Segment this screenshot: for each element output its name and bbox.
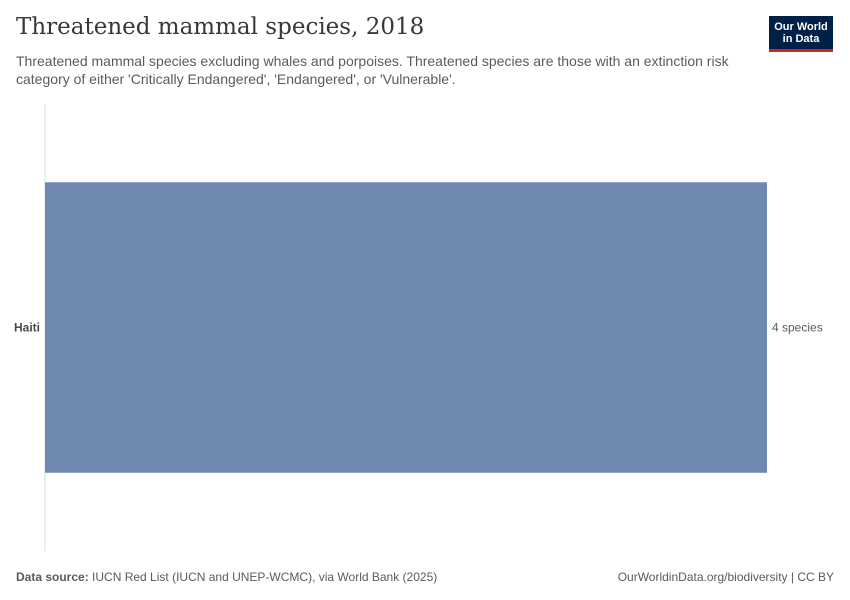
value-label: 4 species xyxy=(772,321,823,335)
chart-title: Threatened mammal species, 2018 xyxy=(16,14,425,40)
owid-logo[interactable]: Our World in Data xyxy=(769,16,833,52)
category-label: Haiti xyxy=(14,321,40,335)
logo-line-1: Our World xyxy=(774,20,828,33)
logo-line-2: in Data xyxy=(782,32,820,45)
license-link[interactable]: OurWorldinData.org/biodiversity | CC BY xyxy=(617,570,834,584)
data-source: Data source: IUCN Red List (IUCN and UNE… xyxy=(16,570,437,584)
chart-subtitle: Threatened mammal species excluding whal… xyxy=(16,53,729,87)
data-source-text: IUCN Red List (IUCN and UNEP-WCMC), via … xyxy=(92,570,438,584)
bar-haiti[interactable] xyxy=(45,182,767,473)
data-source-label: Data source: xyxy=(16,570,89,584)
